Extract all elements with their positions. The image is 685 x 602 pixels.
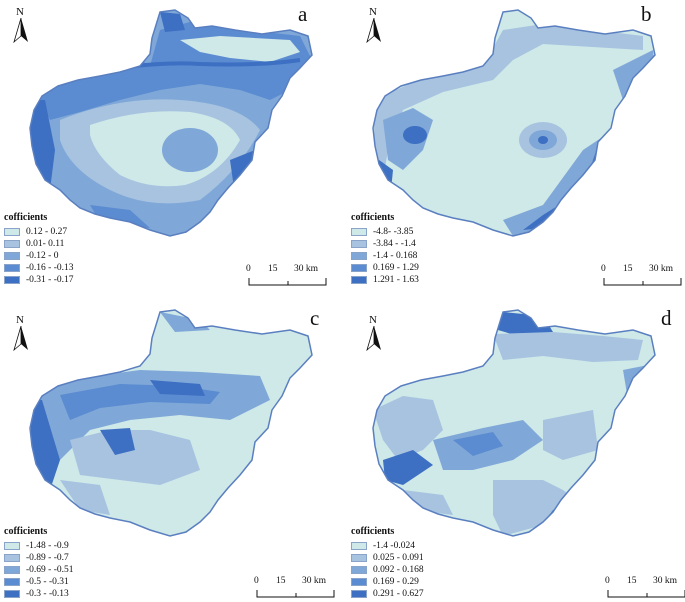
choropleth-map-a xyxy=(29,9,313,237)
legend-item: -0.3 - -0.13 xyxy=(4,588,74,600)
map-panel-a: a N cofficients 0.12 - 0.27 0.01- 0.11 -… xyxy=(0,0,342,300)
legend-title: cofficients xyxy=(351,526,395,537)
map-panel-c: c N cofficients -1.48 - -0.9 -0.89 - -0.… xyxy=(0,300,342,600)
legend-item: 0.092 - 0.168 xyxy=(351,564,424,576)
panel-letter-d: d xyxy=(661,306,672,330)
north-arrow-icon: N xyxy=(363,6,385,44)
north-arrow-icon: N xyxy=(10,314,32,352)
north-arrow-icon: N xyxy=(10,6,32,44)
scale-bar: 0 15 30 km xyxy=(605,576,685,602)
map-panel-b: b N cofficients -4.8- -3.85 -3.84 - -1.4… xyxy=(343,0,685,300)
legend-item: -0.69 - -0.51 xyxy=(4,564,74,576)
legend-item: 0.169 - 0.29 xyxy=(351,576,424,588)
panel-letter-c: c xyxy=(310,306,320,330)
choropleth-map-b xyxy=(372,9,656,237)
legend-item: 0.12 - 0.27 xyxy=(4,226,74,238)
legend-item: 0.291 - 0.627 xyxy=(351,588,424,600)
legend-item: -0.5 - -0.31 xyxy=(4,576,74,588)
legend-a: cofficients 0.12 - 0.27 0.01- 0.11 -0.12… xyxy=(4,212,74,286)
legend-item: 0.169 - 1.29 xyxy=(351,262,419,274)
legend-title: cofficients xyxy=(4,212,48,223)
legend-item: -3.84 - -1.4 xyxy=(351,238,419,250)
legend-item: -0.89 - -0.7 xyxy=(4,552,74,564)
scale-bar: 0 15 30 km xyxy=(601,264,685,290)
legend-item: 0.025 - 0.091 xyxy=(351,552,424,564)
legend-item: -0.16 - -0.13 xyxy=(4,262,74,274)
scale-bar: 0 15 30 km xyxy=(246,264,330,290)
legend-item: -0.12 - 0 xyxy=(4,250,74,262)
choropleth-map-d xyxy=(372,309,656,537)
legend-d: cofficients -1.4 -0.024 0.025 - 0.091 0.… xyxy=(351,526,424,600)
legend-item: 0.01- 0.11 xyxy=(4,238,74,250)
north-arrow-icon: N xyxy=(363,314,385,352)
legend-c: cofficients -1.48 - -0.9 -0.89 - -0.7 -0… xyxy=(4,526,74,600)
legend-item: -1.4 - 0.168 xyxy=(351,250,419,262)
legend-item: -4.8- -3.85 xyxy=(351,226,419,238)
legend-title: cofficients xyxy=(351,212,395,223)
legend-item: -1.4 -0.024 xyxy=(351,540,424,552)
legend-title: cofficients xyxy=(4,526,48,537)
map-panel-d: d N cofficients -1.4 -0.024 0.025 - 0.09… xyxy=(343,300,685,600)
choropleth-map-c xyxy=(29,309,313,537)
panel-letter-b: b xyxy=(641,2,652,26)
legend-item: -1.48 - -0.9 xyxy=(4,540,74,552)
scale-bar: 0 15 30 km xyxy=(254,576,338,602)
legend-item: -0.31 - -0.17 xyxy=(4,274,74,286)
panel-letter-a: a xyxy=(298,2,308,26)
legend-b: cofficients -4.8- -3.85 -3.84 - -1.4 -1.… xyxy=(351,212,419,286)
legend-item: 1.291 - 1.63 xyxy=(351,274,419,286)
